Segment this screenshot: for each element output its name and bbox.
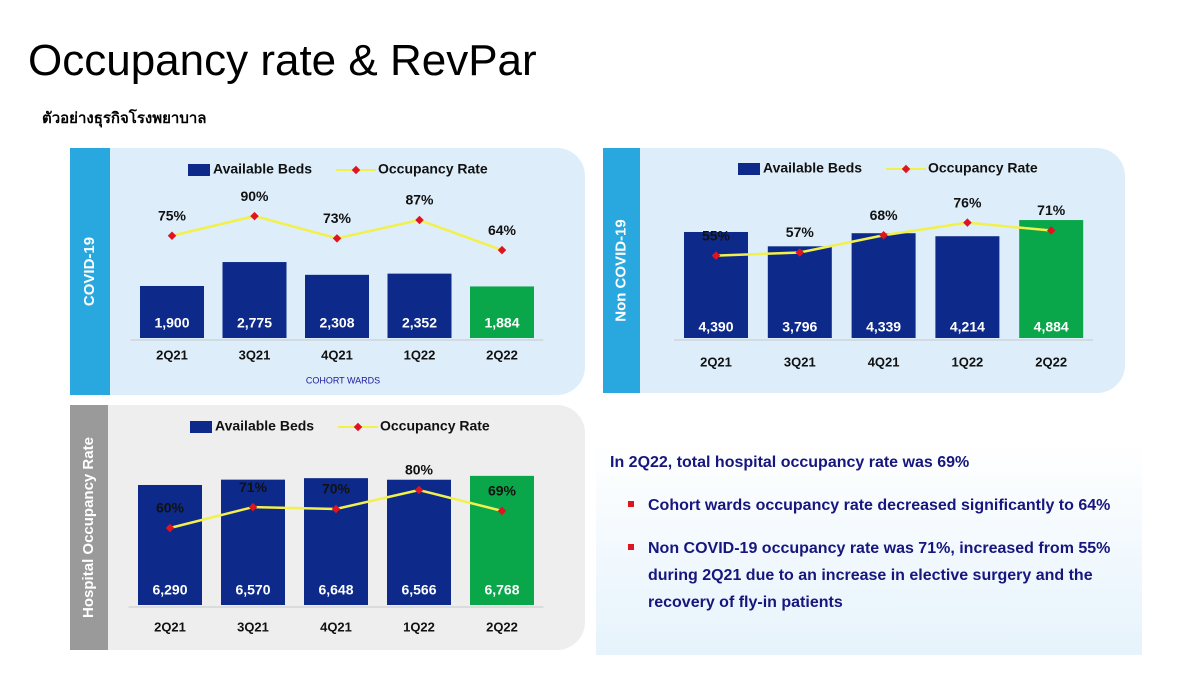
x-tick-label: 1Q22 [951,354,983,369]
line-marker [167,231,177,240]
bar [222,262,287,338]
side-label: COVID-19 [81,237,98,306]
bar [387,273,452,338]
bar-value-label: 6,570 [235,582,270,598]
bar [851,233,916,338]
line-value-label: 71% [239,479,268,495]
line-value-label: 57% [786,224,815,240]
bar-value-label: 2,352 [402,315,437,331]
bar [138,484,202,605]
line-value-label: 80% [405,462,434,478]
page-title: Occupancy rate & RevPar [28,36,537,85]
bar-value-label: 6,648 [318,582,353,598]
side-label: Hospital Occupancy Rate [80,437,97,618]
legend-swatch [190,421,212,433]
line-value-label: 75% [158,207,187,223]
line-value-label: 70% [322,481,351,497]
bar [470,475,534,605]
bar [684,231,748,338]
legend-swatch [738,163,760,175]
side-strip [603,148,640,393]
bar-value-label: 4,339 [866,319,901,335]
bar [221,479,285,605]
x-tick-label: 2Q22 [486,347,518,362]
x-tick-label: 4Q21 [868,354,900,369]
bar-value-label: 2,308 [319,315,354,331]
legend-marker [353,422,363,432]
line-value-label: 64% [488,222,517,238]
x-tick-label: 2Q22 [486,619,518,634]
line-value-label: 73% [323,210,352,226]
x-tick-label: 2Q21 [700,354,732,369]
bar-value-label: 4,390 [698,319,733,335]
side-strip [70,405,108,650]
line-marker [415,215,424,225]
bar-value-label: 1,900 [154,315,189,331]
bar [140,285,204,338]
line-value-label: 87% [405,192,434,208]
line-marker [331,504,341,514]
x-tick-label: 3Q21 [239,347,271,362]
bar [304,478,368,605]
line-value-label: 90% [240,188,269,204]
legend-swatch [188,164,210,176]
legend-label: Available Beds [763,160,862,176]
x-tick-label: 4Q21 [320,619,352,634]
bullet-list: Cohort wards occupancy rate decreased si… [616,492,1126,632]
bullet: Cohort wards occupancy rate decreased si… [616,492,1126,519]
line-value-label: 69% [488,483,517,499]
legend-label: Available Beds [215,418,314,434]
side-label: Non COVID-19 [612,219,629,322]
bar [305,274,369,338]
x-tick-label: 2Q21 [154,619,186,634]
line-value-label: 71% [1037,202,1066,218]
line-value-label: 55% [702,227,731,243]
x-tick-label: 2Q21 [156,347,188,362]
x-tick-label: 3Q21 [784,354,816,369]
x-tick-label: 1Q22 [403,619,435,634]
summary-box: In 2Q22, total hospital occupancy rate w… [596,440,1142,655]
x-tick-label: 2Q22 [1035,354,1067,369]
line-value-label: 76% [953,194,982,210]
bar-value-label: 6,290 [152,582,187,598]
x-tick-label: 3Q21 [237,619,269,634]
bar-value-label: 1,884 [484,315,519,331]
line-value-label: 68% [870,207,899,223]
line-marker [497,506,507,516]
bar-value-label: 6,566 [401,582,436,598]
annotation: COHORT WARDS [306,375,380,385]
x-tick-label: 1Q22 [404,347,436,362]
x-tick-label: 4Q21 [321,347,353,362]
line-value-label: 60% [156,500,185,516]
side-strip [70,148,110,395]
bar [1019,220,1084,338]
line-marker [414,485,424,495]
subtitle: ตัวอย่างธุรกิจโรงพยาบาล [42,109,207,127]
legend-marker [351,165,361,175]
legend-label: Occupancy Rate [928,160,1038,176]
bar [387,479,451,605]
bar [935,236,1000,338]
legend-label: Occupancy Rate [380,418,490,434]
line-marker [248,502,258,512]
bar-value-label: 4,214 [950,319,985,335]
legend-label: Occupancy Rate [378,161,488,177]
line-marker [332,234,342,243]
legend-label: Available Beds [213,161,312,177]
summary-headline: In 2Q22, total hospital occupancy rate w… [610,454,970,471]
line-marker [250,211,259,221]
bar-value-label: 4,884 [1034,319,1069,335]
bar [470,286,534,338]
bar-value-label: 3,796 [782,319,817,335]
bar-value-label: 2,775 [237,315,272,331]
bullet: Non COVID-19 occupancy rate was 71%, inc… [616,535,1126,616]
line-marker [497,245,507,255]
bar [767,246,832,338]
bar-value-label: 6,768 [484,582,519,598]
